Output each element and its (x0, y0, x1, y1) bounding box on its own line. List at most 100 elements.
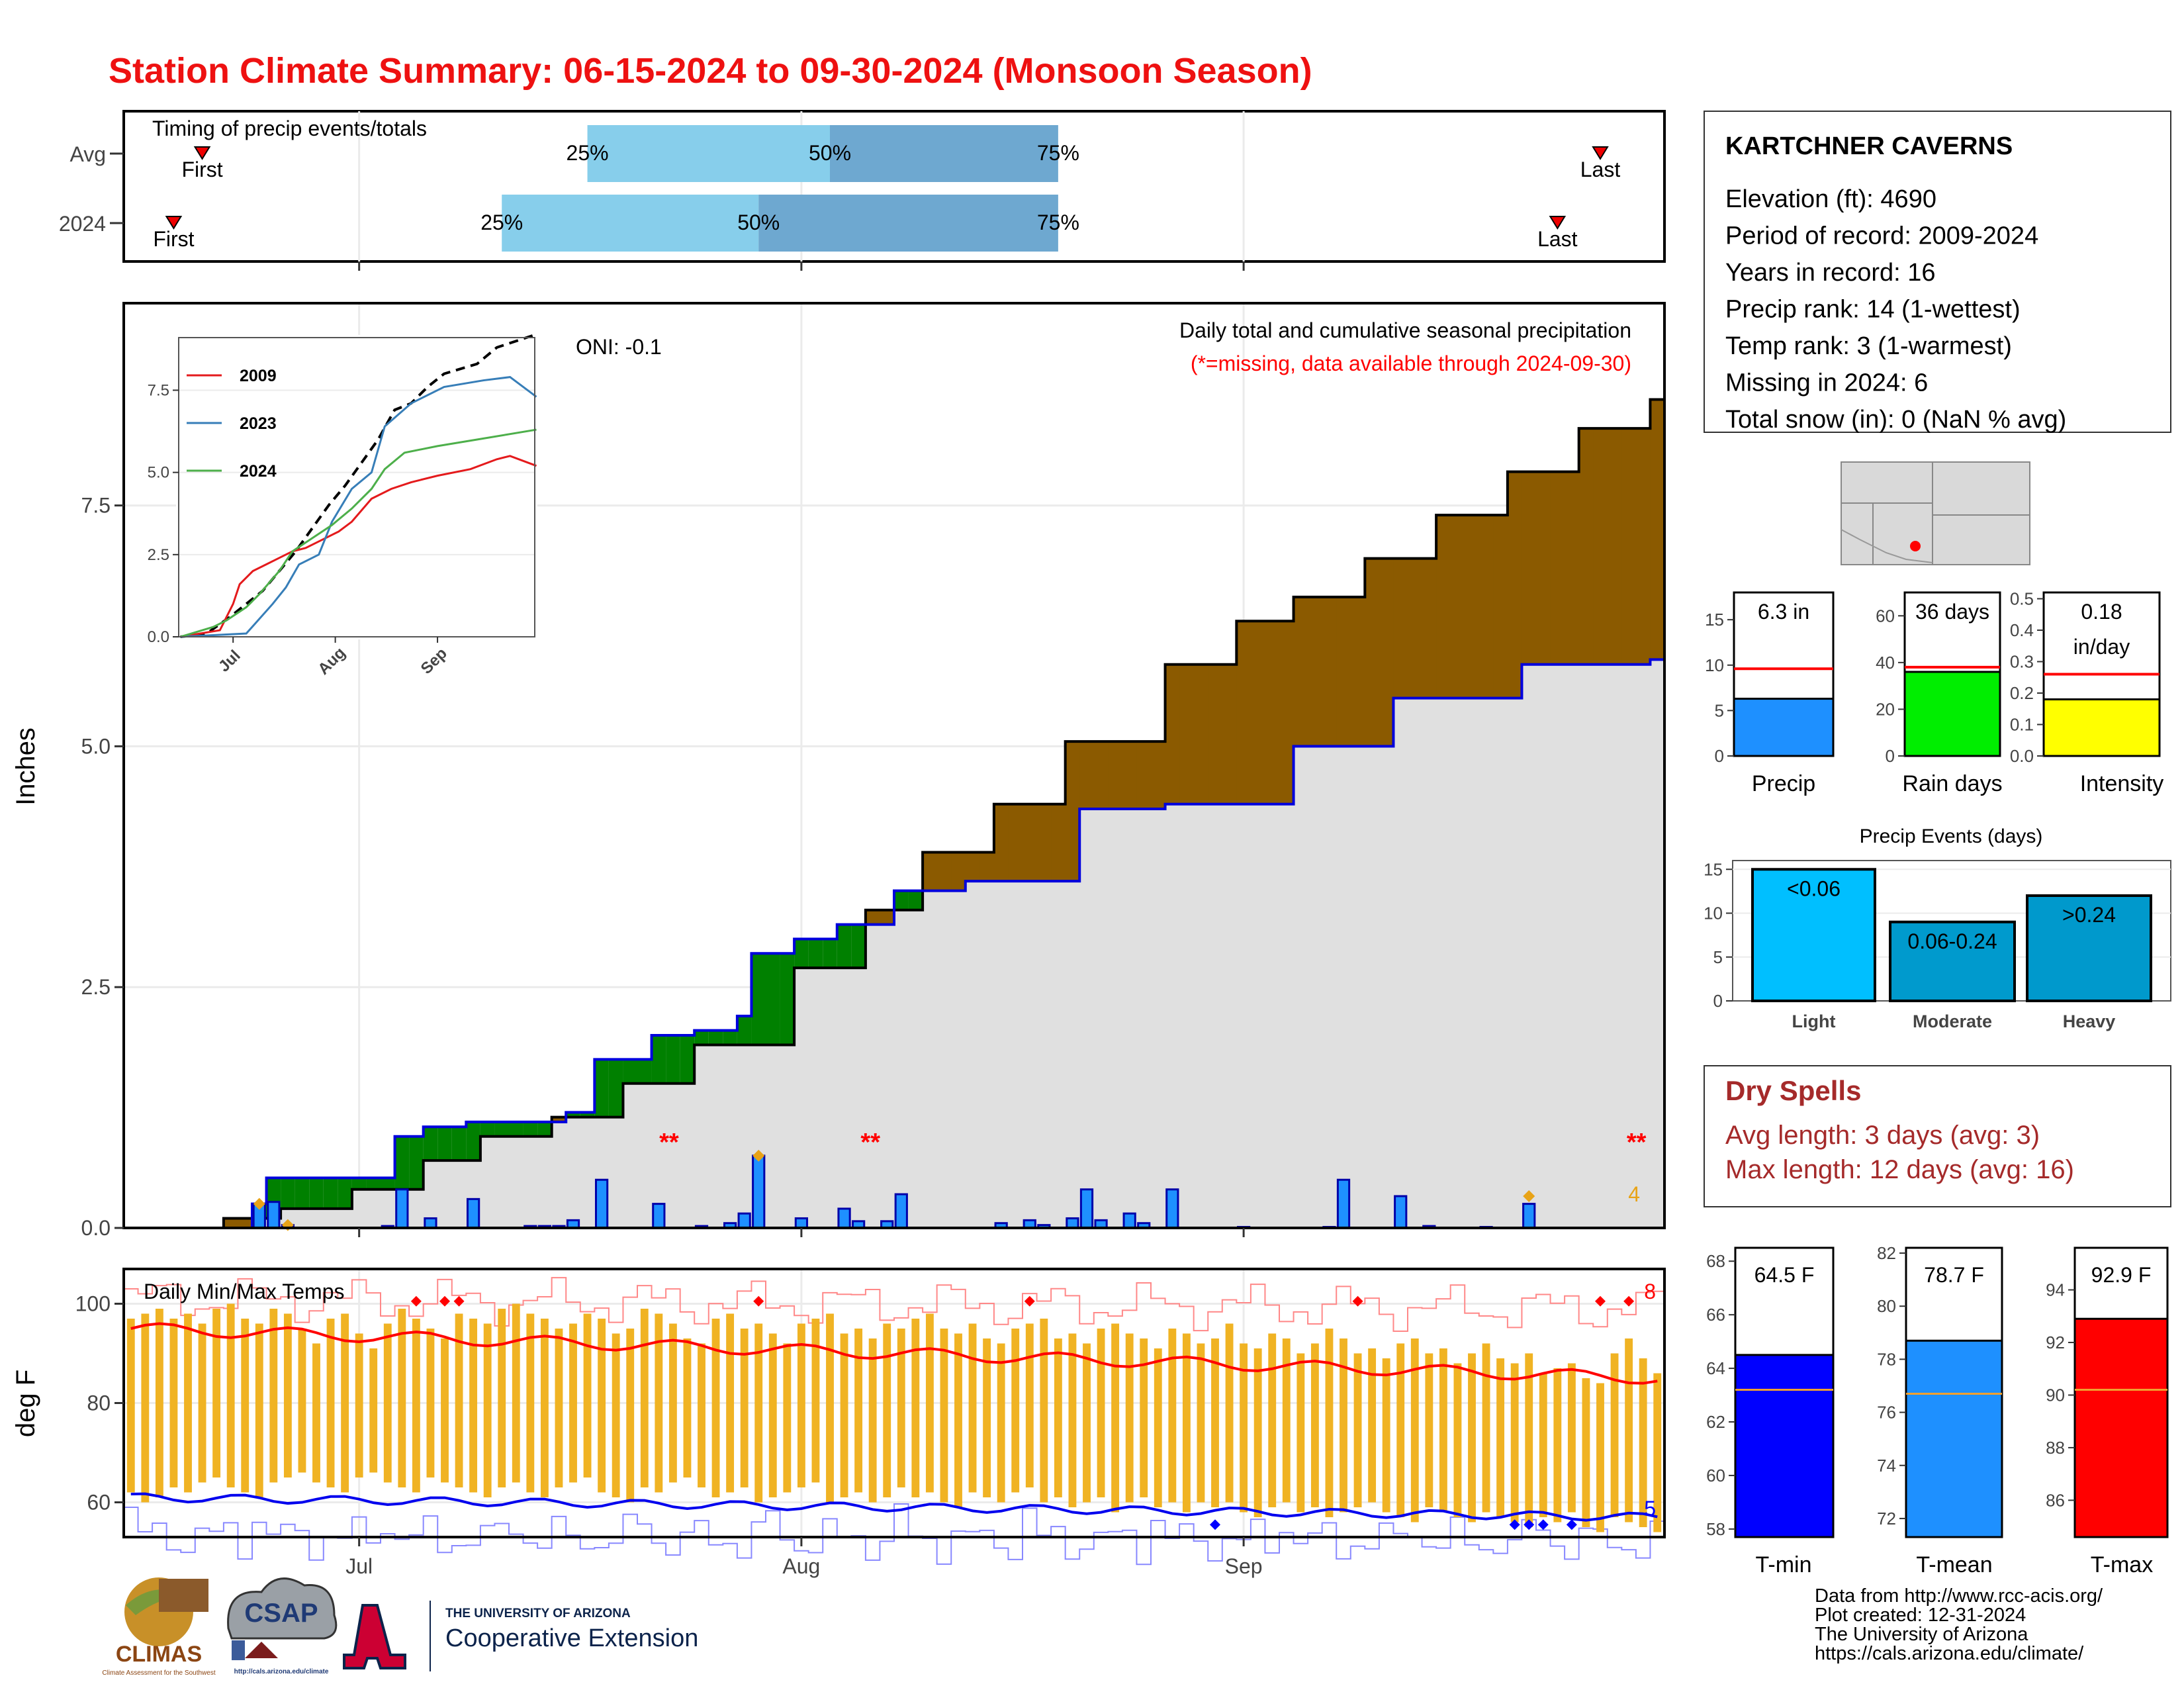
daily-temp-bar (1068, 1333, 1077, 1507)
daily-temp-bar (241, 1319, 250, 1493)
daily-temp-bar (940, 1329, 948, 1503)
precip-observed-area (708, 1030, 723, 1228)
mini-bar-tick-label: 0.1 (2010, 715, 2034, 735)
daily-temp-bar (1225, 1323, 1234, 1503)
inset-y-tick-label: 7.5 (148, 381, 169, 399)
daily-temp-bar (1168, 1329, 1177, 1503)
events-tick-label: 15 (1704, 859, 1723, 879)
precip-observed-area (1507, 698, 1522, 1228)
daily-temp-bar (255, 1323, 263, 1497)
precip-observed-area (1250, 804, 1265, 1228)
precip-surplus-area (351, 1178, 367, 1190)
precip-deficit-area (1208, 664, 1223, 804)
events-bar (1889, 920, 2016, 1002)
precip-surplus-area (623, 1059, 638, 1084)
missing-marker: ** (659, 1129, 679, 1156)
timing-p75-label: 75% (1037, 141, 1079, 165)
temp-bar-tick-label: 80 (1877, 1296, 1896, 1316)
precip-observed-area (1578, 664, 1594, 1228)
precip-observed-area (965, 881, 980, 1228)
precip-surplus-area (908, 890, 923, 910)
mini-bar-value-unit: in/day (2073, 635, 2130, 659)
precip-observed-area (1336, 746, 1351, 1228)
csap-logo-mountain (245, 1642, 278, 1658)
precip-observed-area (951, 890, 966, 1228)
record-high-marker (1352, 1295, 1363, 1307)
precip-surplus-area (338, 1178, 353, 1209)
temp-bar-tick-label: 58 (1706, 1519, 1725, 1539)
daily-temp-bar (883, 1323, 891, 1497)
precip-deficit-area (865, 910, 880, 925)
precip-observed-area (1093, 808, 1109, 1228)
precip-observed-area (1222, 804, 1237, 1228)
daily-temp-bar (598, 1319, 606, 1493)
precip-tick-label: 7.5 (81, 494, 111, 518)
daily-temp-bar (768, 1333, 777, 1497)
mini-bar-value-label: 6.3 in (1758, 600, 1809, 624)
timing-last-marker (1549, 216, 1567, 230)
daily-temp-bar (954, 1333, 962, 1507)
temp-bar-value-label: 78.7 F (1924, 1263, 1984, 1287)
daily-temp-bar (1525, 1353, 1533, 1527)
daily-temp-bar (1482, 1343, 1490, 1513)
mini-bar-value-label: 0.18 (2081, 600, 2122, 624)
precip-observed-area (1550, 664, 1565, 1228)
temp-bar-tick-label: 68 (1706, 1251, 1725, 1271)
precip-surplus-area (808, 939, 823, 968)
record-high-marker (753, 1295, 764, 1307)
inset-average-line (180, 333, 537, 638)
precip-surplus-area (851, 924, 866, 968)
daily-temp-bar (1468, 1353, 1476, 1523)
mini-bar-tick-label: 5 (1715, 700, 1724, 720)
station-info-line: Precip rank: 14 (1-wettest) (1725, 296, 2021, 324)
daily-temp-bar (711, 1319, 720, 1497)
station-info-line: Years in record: 16 (1725, 259, 1936, 287)
daily-temp-bar (540, 1319, 549, 1497)
daily-temp-bar (383, 1323, 392, 1483)
timing-p25-label: 25% (480, 211, 523, 234)
daily-precip-bar (395, 1188, 409, 1229)
precip-surplus-area (466, 1121, 481, 1161)
inset-legend-label: 2023 (240, 414, 277, 433)
temp-bar-tick-label: 92 (2046, 1333, 2065, 1352)
precip-observed-area (723, 1030, 738, 1228)
precip-deficit-area (993, 804, 1009, 882)
daily-precip-bar (267, 1201, 281, 1229)
mini-bar-value (1903, 671, 2001, 757)
precip-deficit-area (1008, 804, 1023, 882)
csap-logo-text: CSAP (244, 1599, 318, 1628)
precip-observed-area (1322, 746, 1337, 1228)
precip-surplus-area (594, 1059, 610, 1117)
daily-temp-bar (126, 1319, 135, 1493)
daily-precip-bar (794, 1217, 809, 1229)
mini-bar-label: Precip (1752, 771, 1815, 796)
ua-name: THE UNIVERSITY OF ARIZONA (445, 1607, 631, 1620)
precip-observed-area (737, 1015, 752, 1228)
climas-logo-text: CLIMAS (116, 1642, 202, 1667)
temp-bar-value (2073, 1317, 2169, 1538)
daily-temp-bar (1639, 1358, 1647, 1527)
events-bar-label: >0.24 (2062, 903, 2116, 927)
daily-temp-bar (155, 1309, 163, 1497)
record-high-marker (1024, 1295, 1035, 1307)
daily-temp-bar (1325, 1329, 1334, 1517)
record-low-marker (1210, 1519, 1220, 1530)
daily-temp-bar (1154, 1348, 1162, 1507)
daily-temp-bar (612, 1333, 620, 1497)
precip-deficit-area (1151, 741, 1166, 809)
daily-temp-bar (1097, 1329, 1105, 1497)
footer-credit-line: https://cals.arizona.edu/climate/ (1815, 1643, 2084, 1664)
timing-first-label: First (153, 227, 194, 251)
daily-temp-bar (1653, 1373, 1662, 1532)
daily-temp-bar (1396, 1343, 1405, 1517)
precip-observed-area (1165, 804, 1180, 1228)
events-category-label: Heavy (2063, 1011, 2116, 1031)
precip-observed-area (1023, 881, 1038, 1228)
daily-temp-bar (269, 1309, 278, 1483)
mini-bar-tick-label: 0.5 (2010, 589, 2034, 609)
temp-y-axis-label: deg F (11, 1370, 40, 1437)
precip-observed-area (1522, 664, 1537, 1228)
precip-deficit-area (1179, 664, 1195, 804)
daily-temp-bar (426, 1329, 435, 1477)
daily-temp-bar (983, 1338, 991, 1497)
